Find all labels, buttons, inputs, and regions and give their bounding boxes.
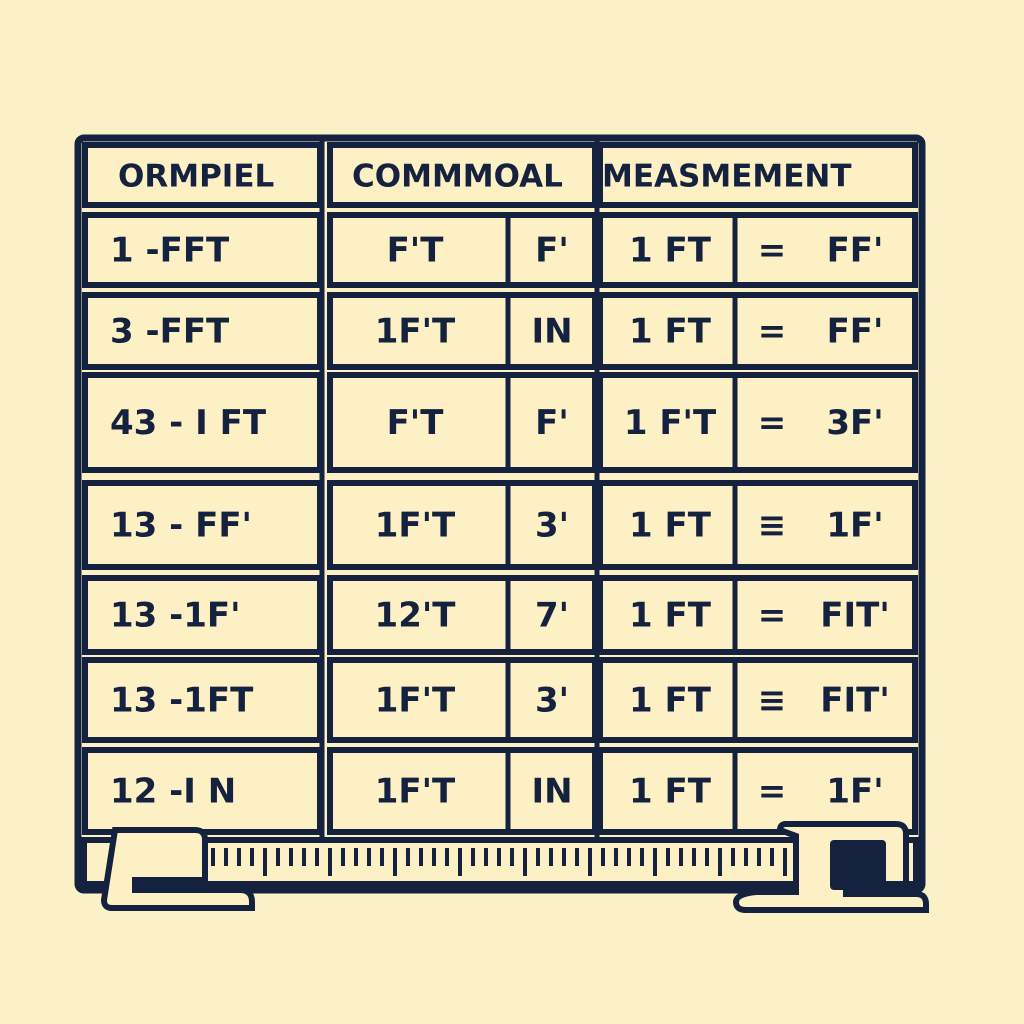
cell-text: F': [535, 231, 569, 271]
cell-text: =: [758, 403, 787, 443]
cell: [82, 292, 323, 370]
cell-text: 3F': [826, 403, 883, 443]
cell: [327, 747, 598, 835]
header-label: MEASMEMENT: [602, 159, 851, 195]
cell-text: 1F'T: [375, 772, 456, 812]
cell-text: 1 FT: [629, 772, 712, 812]
cell-text: F': [535, 403, 569, 443]
cell-text: FIT': [820, 596, 889, 636]
header-label: ORMPIEL: [118, 159, 274, 195]
cell-text: FF': [827, 312, 884, 352]
cell-text: ≡: [758, 506, 787, 546]
cell: [327, 372, 598, 473]
cell-text: 3': [535, 681, 569, 721]
cell-text: 1 FT: [629, 231, 712, 271]
cell-text: =: [758, 596, 787, 636]
cell-text: FF': [827, 231, 884, 271]
cell-text: 1F': [826, 506, 883, 546]
cell: [82, 657, 323, 743]
cell-text: 7': [535, 596, 569, 636]
ruler-left-stand: [100, 827, 255, 911]
cell: [82, 372, 323, 473]
cell-text: IN: [531, 312, 572, 352]
cell-text: IN: [531, 772, 572, 812]
cell-text: 12 -I N: [110, 772, 236, 812]
cell-text: 1F'T: [375, 681, 456, 721]
cell-text: 3': [535, 506, 569, 546]
cell: [327, 292, 598, 370]
header-label: COMMMOAL: [352, 159, 563, 195]
cell: [327, 575, 598, 655]
cell-text: 1 FT: [629, 681, 712, 721]
cell: [597, 212, 918, 288]
cell-text: 12'T: [375, 596, 457, 636]
cell-text: F'T: [387, 403, 445, 443]
cell: [597, 657, 918, 743]
cell-text: 13 -1FT: [110, 681, 254, 721]
ruler-clip: [830, 840, 886, 890]
cell: [597, 480, 918, 570]
cell-text: 1 -FFT: [110, 231, 230, 271]
cell-text: 43 - I FT: [110, 403, 267, 443]
cell: [597, 747, 918, 835]
cell-text: =: [758, 772, 787, 812]
cell: [597, 292, 918, 370]
cell-text: ≡: [758, 681, 787, 721]
cell-text: 13 - FF': [110, 506, 252, 546]
cell-text: 1F'T: [375, 506, 456, 546]
cell-text: =: [758, 231, 787, 271]
cell: [82, 212, 323, 288]
cell: [327, 212, 598, 288]
cell: [597, 575, 918, 655]
cell: [82, 575, 323, 655]
cell-text: 1F'T: [375, 312, 456, 352]
table: ORMPIEL COMMMOAL MEASMEMENT 1 -FFT F'T F' 1 FT…: [82, 138, 918, 840]
cell-text: 1F': [826, 772, 883, 812]
ruler: [81, 821, 929, 913]
header-cell: [597, 142, 918, 208]
cell: [327, 657, 598, 743]
cell: [327, 480, 598, 570]
cell-text: =: [758, 312, 787, 352]
cell-text: 1 FT: [629, 506, 712, 546]
cell-text: 3 -FFT: [110, 312, 230, 352]
cell-text: F'T: [387, 231, 445, 271]
cell-text: 1 F'T: [624, 403, 717, 443]
cell: [597, 372, 918, 473]
cell-text: FIT': [820, 681, 889, 721]
cell-text: 13 -1F': [110, 596, 241, 636]
cell-text: 1 FT: [629, 596, 712, 636]
header-cell: [82, 142, 323, 208]
cell-text: 1 FT: [629, 312, 712, 352]
cell: [82, 480, 323, 570]
